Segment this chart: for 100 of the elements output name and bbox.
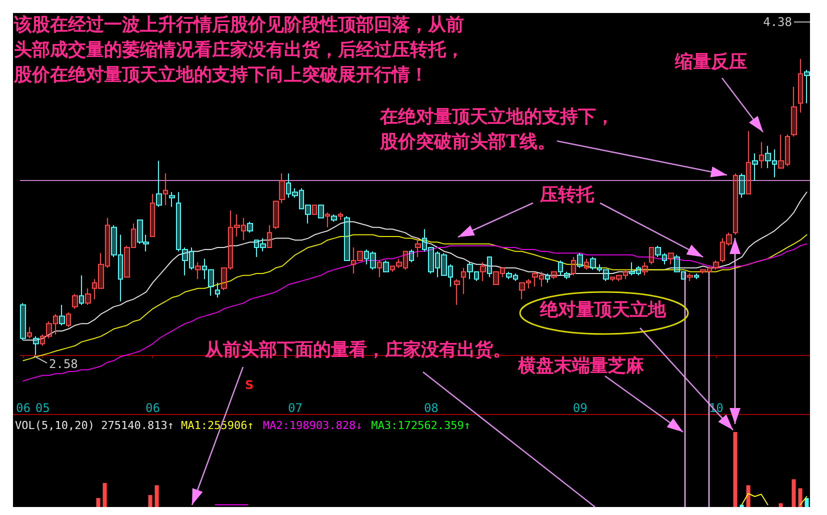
candlestick (584, 258, 589, 270)
candlestick (448, 264, 453, 288)
candlestick (221, 267, 227, 291)
candlestick (623, 269, 628, 280)
candlestick (700, 269, 706, 274)
candlestick (545, 273, 550, 284)
annotation: 股价在绝对量顶天立地的支持下向上突破展开行情！ (13, 64, 428, 86)
candlestick (279, 172, 285, 204)
candlestick (428, 246, 434, 274)
candlestick (409, 249, 414, 263)
bar (96, 498, 100, 507)
candlestick (493, 271, 499, 285)
candlestick (98, 252, 104, 289)
candlestick (804, 69, 810, 104)
candlestick (674, 254, 680, 272)
candlestick (273, 200, 279, 230)
candlestick (169, 192, 175, 208)
candlestick (532, 271, 538, 288)
candlestick (344, 216, 350, 262)
candlestick (649, 246, 654, 265)
candlestick (286, 172, 291, 198)
bar (778, 503, 783, 507)
candlestick (539, 271, 544, 288)
candlestick (228, 210, 233, 270)
candlestick (526, 278, 531, 289)
candlestick (668, 252, 674, 265)
candlestick (603, 269, 609, 282)
candlestick (79, 274, 84, 306)
candlestick (66, 312, 71, 328)
candlestick (519, 282, 525, 300)
candlestick (558, 260, 563, 276)
candlestick (377, 260, 382, 278)
legend-label: MA3:172562.359↑ (371, 419, 471, 432)
candlestick (694, 273, 699, 280)
candlestick (234, 214, 240, 238)
candlestick (85, 288, 91, 306)
candlestick (143, 234, 149, 252)
candlestick (467, 262, 473, 280)
candlestick (752, 152, 758, 182)
candlestick (182, 246, 188, 276)
candlestick (687, 273, 693, 282)
text: MA2:198903.828↓ (262, 419, 362, 432)
text: 4.38 (763, 15, 792, 29)
candlestick (72, 293, 78, 310)
candlestick (202, 258, 207, 280)
candlestick (59, 304, 65, 326)
candlestick (551, 271, 557, 280)
x-tick-label: 08 (424, 401, 438, 415)
candlestick (629, 262, 635, 276)
annotation: 在绝对量顶天立地的支持下， (379, 106, 614, 128)
candlestick (571, 256, 576, 276)
candlestick (241, 217, 246, 241)
candlestick (500, 267, 505, 278)
text: 横盘末端量芝麻 (517, 356, 645, 376)
candlestick (480, 262, 486, 282)
chart-title: VOL(5,10,20) 275140.813↑ (15, 419, 174, 432)
candlestick (785, 134, 790, 167)
candlestick (772, 148, 777, 178)
candlestick (513, 273, 518, 282)
candlestick (299, 188, 304, 210)
candlestick (396, 258, 402, 268)
candlestick (105, 217, 110, 268)
candlestick (305, 204, 311, 224)
candlestick (215, 282, 220, 298)
candlestick (415, 238, 421, 258)
candlestick (726, 232, 732, 246)
bar (746, 485, 750, 507)
candlestick (370, 250, 376, 270)
candlestick (713, 260, 719, 270)
candlestick (616, 274, 622, 282)
candlestick (662, 252, 667, 265)
candlestick (441, 252, 447, 276)
candlestick (331, 214, 337, 222)
candlestick (156, 160, 162, 208)
bar (792, 479, 796, 507)
candlestick (610, 276, 615, 282)
candlestick (131, 223, 136, 248)
candlestick (364, 249, 369, 265)
candlestick (636, 266, 641, 276)
candlestick (778, 134, 784, 169)
candlestick (247, 221, 253, 234)
candlestick (798, 58, 803, 113)
candlestick (739, 172, 745, 198)
candlestick (254, 240, 259, 258)
x-tick-label: 07 (288, 401, 302, 415)
candlestick (176, 192, 181, 252)
candlestick (474, 271, 479, 282)
candlestick (92, 278, 97, 300)
x-tick-label: 09 (572, 401, 588, 415)
candlestick (33, 336, 39, 356)
candlestick (163, 172, 168, 206)
candlestick (318, 204, 324, 218)
annotation: 压转托 (539, 184, 595, 206)
annotation: 股价突破前头部T线。 (379, 132, 556, 152)
candlestick (118, 234, 123, 302)
candlestick (759, 142, 764, 169)
candlestick (150, 193, 155, 238)
bar (733, 432, 738, 507)
x-tick-label: 06 (146, 401, 160, 415)
candlestick (765, 145, 771, 169)
